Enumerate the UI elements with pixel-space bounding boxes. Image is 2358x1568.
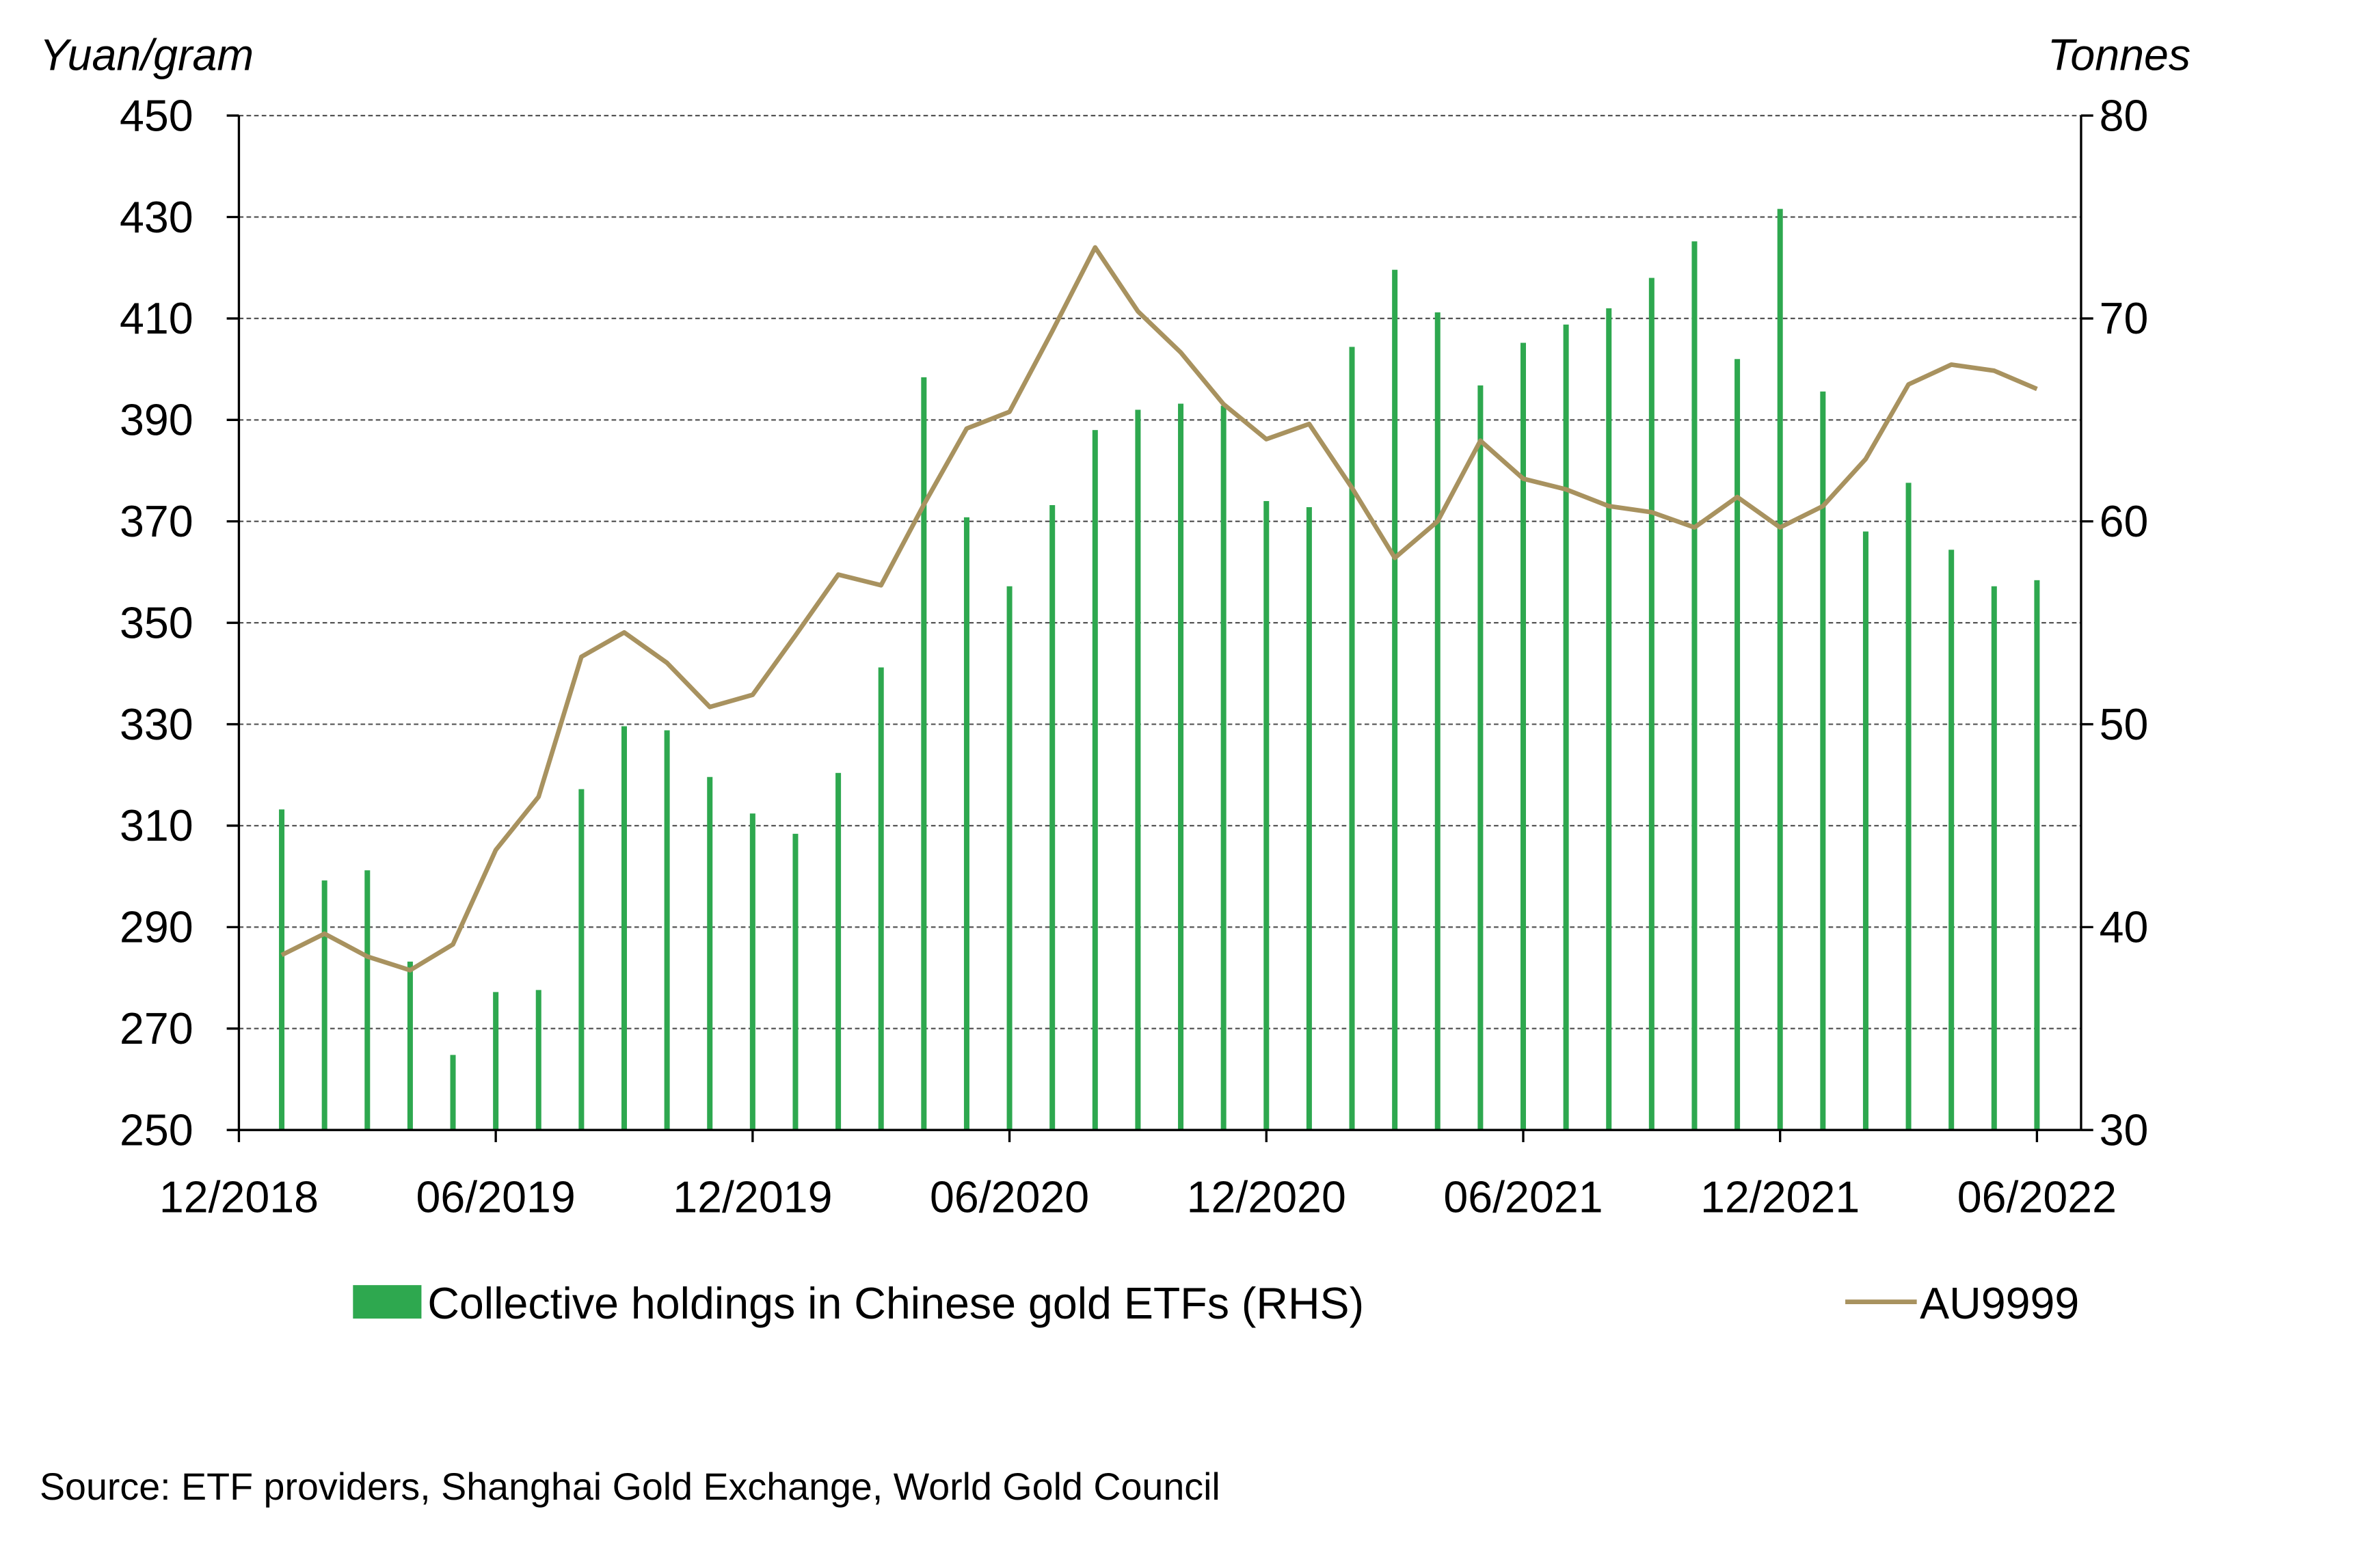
etf-holdings-bar — [1991, 586, 1997, 1131]
etf-holdings-bar — [1220, 405, 1227, 1131]
x-tick-label: 12/2020 — [1187, 1172, 1346, 1221]
etf-holdings-bar — [963, 517, 969, 1131]
left-tick-label: 350 — [120, 598, 193, 647]
etf-holdings-bar — [1520, 342, 1526, 1131]
etf-holdings-bar — [1862, 531, 1868, 1131]
left-tick-label: 330 — [120, 700, 193, 749]
etf-holdings-bar — [1306, 506, 1312, 1131]
etf-holdings-bar — [1135, 409, 1141, 1131]
legend: Collective holdings in Chinese gold ETFs… — [353, 1279, 2079, 1328]
left-tick-label: 410 — [120, 294, 193, 343]
etf-holdings-bar — [279, 809, 285, 1131]
left-tick-label: 290 — [120, 903, 193, 952]
right-tick-label: 60 — [2100, 497, 2149, 546]
left-tick-label: 310 — [120, 801, 193, 850]
etf-holdings-bar — [407, 961, 413, 1131]
etf-holdings-bar — [1006, 586, 1013, 1131]
etf-holdings-bar — [835, 772, 842, 1131]
au9999-line — [280, 245, 2038, 973]
etf-holdings-bar — [321, 880, 327, 1131]
etf-holdings-bar — [749, 813, 755, 1131]
left-tick-label: 370 — [120, 497, 193, 546]
right-tick-label: 30 — [2100, 1105, 2149, 1154]
legend-line-label: AU9999 — [1920, 1279, 2079, 1328]
etf-holdings-bar — [578, 789, 585, 1131]
left-axis-label: Yuan/gram — [40, 30, 254, 79]
right-tick-label: 70 — [2100, 294, 2149, 343]
etf-holdings-bar — [1648, 278, 1654, 1131]
etf-holdings-bar — [664, 730, 670, 1131]
legend-bar-label: Collective holdings in Chinese gold ETFs… — [427, 1279, 1364, 1328]
etf-holdings-bar — [1263, 501, 1270, 1131]
etf-holdings-bar — [1092, 430, 1098, 1131]
etf-holdings-bar — [493, 992, 499, 1131]
etf-holdings-bar — [450, 1055, 456, 1131]
left-tick-label: 450 — [120, 91, 193, 140]
bars — [279, 208, 2040, 1131]
right-tick-label: 50 — [2100, 700, 2149, 749]
x-tick-label: 06/2019 — [416, 1172, 576, 1221]
etf-holdings-bar — [621, 726, 628, 1131]
etf-holdings-bar — [921, 377, 927, 1131]
right-tick-label: 80 — [2100, 91, 2149, 140]
source-note: Source: ETF providers, Shanghai Gold Exc… — [40, 1465, 1220, 1508]
legend-bar-swatch — [353, 1285, 422, 1319]
x-tick-label: 12/2021 — [1700, 1172, 1860, 1221]
etf-holdings-bar — [1777, 208, 1783, 1131]
etf-holdings-bar — [1392, 269, 1398, 1131]
etf-holdings-bar — [364, 870, 371, 1131]
x-tick-label: 12/2018 — [159, 1172, 319, 1221]
left-tick-label: 270 — [120, 1004, 193, 1053]
etf-holdings-bar — [1563, 324, 1569, 1131]
left-tick-label: 430 — [120, 193, 193, 242]
etf-holdings-bar — [1477, 385, 1484, 1131]
etf-holdings-bar — [1349, 347, 1355, 1131]
etf-holdings-bar — [1734, 359, 1741, 1131]
etf-holdings-bar — [707, 776, 713, 1131]
etf-holdings-bar — [1948, 550, 1955, 1131]
x-tick-label: 06/2021 — [1443, 1172, 1603, 1221]
etf-holdings-bar — [878, 667, 884, 1131]
x-tick-label: 06/2020 — [930, 1172, 1089, 1221]
etf-holdings-bar — [1691, 241, 1698, 1131]
etf-holdings-bar — [1606, 308, 1612, 1131]
etf-holdings-bar — [1820, 391, 1826, 1131]
etf-holdings-bar — [2034, 580, 2040, 1131]
etf-holdings-bar — [1049, 504, 1056, 1131]
etf-holdings-bar — [1178, 403, 1184, 1131]
x-tick-label: 06/2022 — [1957, 1172, 2117, 1221]
etf-holdings-bar — [792, 833, 799, 1131]
right-axis-label: Tonnes — [2048, 30, 2190, 79]
x-tick-label: 12/2019 — [673, 1172, 832, 1221]
left-tick-label: 390 — [120, 396, 193, 445]
etf-holdings-bar — [535, 990, 541, 1131]
axes: 450 430 410 390 370 350 330 310 290 270 250 80 70 60 5… — [120, 91, 2148, 1221]
left-tick-label: 250 — [120, 1105, 193, 1154]
gridlines — [239, 114, 2081, 1029]
au9999-line-group — [280, 245, 2038, 973]
etf-holdings-bar — [1434, 312, 1441, 1131]
etf-holdings-bar — [1905, 483, 1912, 1131]
right-tick-label: 40 — [2100, 903, 2149, 952]
